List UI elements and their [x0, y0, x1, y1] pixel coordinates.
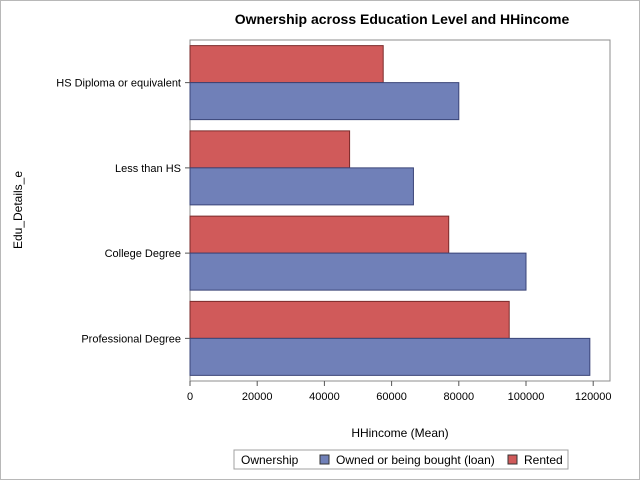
x-tick-label: 40000	[309, 391, 340, 403]
legend-swatch-owned	[319, 454, 330, 465]
y-tick-label: College Degree	[105, 248, 181, 260]
legend-swatch-rented	[507, 454, 518, 465]
x-tick-label: 20000	[242, 391, 273, 403]
bar-rented-3	[189, 300, 510, 339]
bar-owned-1	[189, 167, 414, 206]
bars-group	[189, 45, 591, 376]
bar-owned-0	[189, 82, 460, 121]
chart-title: Ownership across Education Level and HHi…	[235, 11, 570, 27]
bar-rented-2	[189, 215, 450, 254]
bar-rented-1	[189, 130, 351, 169]
bar-rented-0	[189, 45, 384, 84]
bar-owned-2	[189, 252, 527, 291]
y-axis-title: Edu_Details_e	[11, 171, 25, 249]
y-tick-label: HS Diploma or equivalent	[56, 78, 181, 90]
x-axis: 0 20000 40000 60000 80000 100000 120000	[187, 381, 612, 403]
y-axis: HS Diploma or equivalent Less than HS Coll…	[56, 78, 190, 345]
legend-title: Ownership	[241, 453, 299, 467]
x-tick-label: 0	[187, 391, 193, 403]
legend-label-owned: Owned or being bought (loan)	[336, 453, 495, 467]
legend-box	[233, 449, 569, 470]
x-tick-label: 100000	[508, 391, 545, 403]
bar-owned-3	[189, 337, 591, 376]
x-tick-label: 80000	[444, 391, 475, 403]
x-axis-title: HHincome (Mean)	[351, 426, 448, 440]
y-tick-label: Less than HS	[115, 163, 181, 175]
x-tick-label: 60000	[376, 391, 407, 403]
legend: Ownership Owned or being bought (loan) R…	[233, 449, 569, 470]
x-tick-label: 120000	[575, 391, 612, 403]
y-tick-label: Professional Degree	[81, 333, 181, 345]
legend-label-rented: Rented	[524, 453, 563, 467]
